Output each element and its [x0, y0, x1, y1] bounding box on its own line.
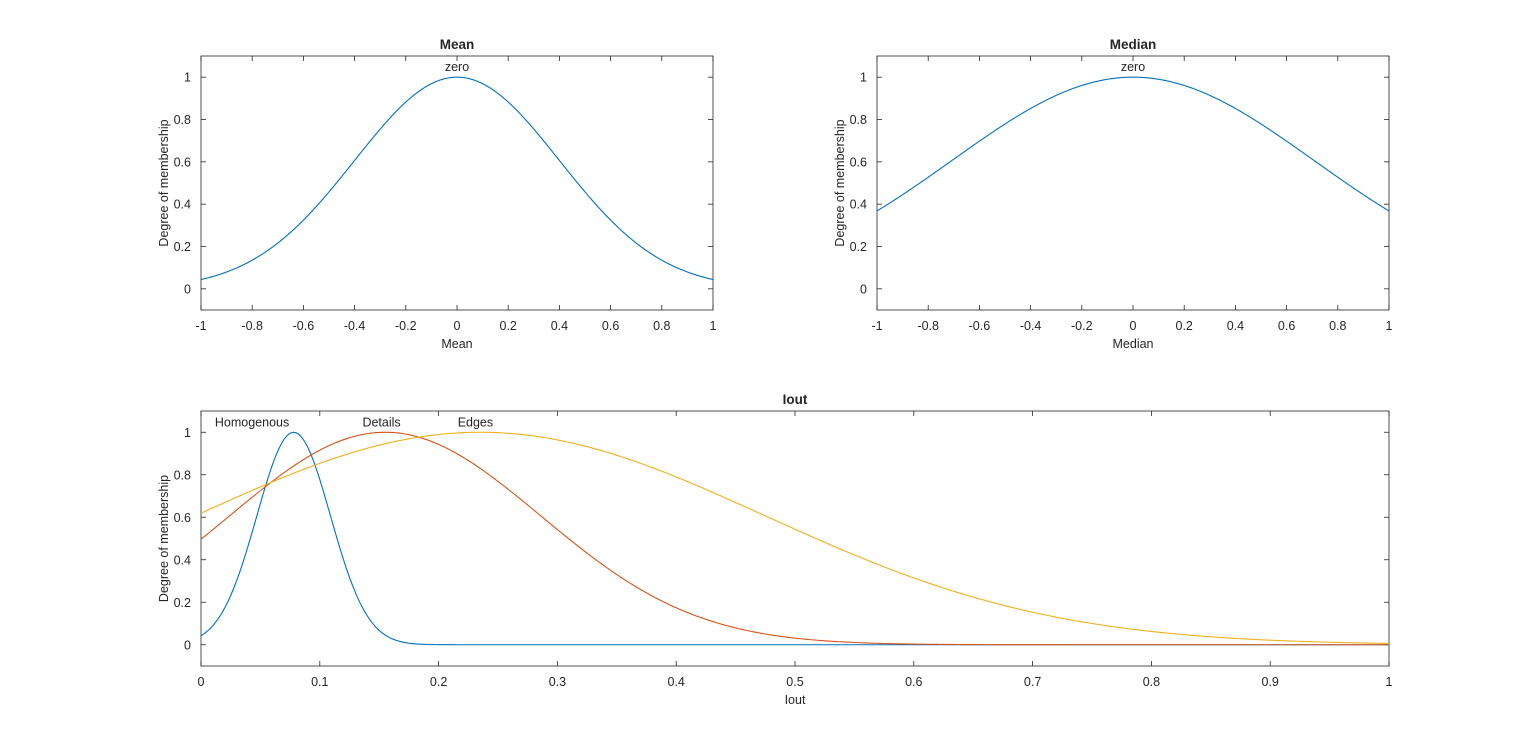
- iout-y-axis-label: Degree of membership: [157, 475, 171, 602]
- mean-x-tick-label: 0: [454, 319, 461, 333]
- iout-y-tick-label: 0.6: [174, 511, 191, 525]
- iout-plot: 0 0.1 0.2 0.3 0.4 0.5 0.6 0.7 0.8 0.9 1 0 0.2 0.4 0.6 0…: [157, 392, 1393, 707]
- iout-x-tick-label: 0.4: [668, 675, 685, 689]
- median-y-tick-label: 1: [860, 71, 867, 85]
- median-curve-zero: [876, 76, 1390, 212]
- median-y-tick-label: 0.2: [850, 240, 867, 254]
- iout-x-tick-label: 1: [1386, 675, 1393, 689]
- mean-y-tick-label: 0: [184, 282, 191, 296]
- mean-axes-box: [200, 55, 714, 311]
- mean-mf-label-zero: zero: [445, 60, 469, 74]
- mean-x-tick-label: -0.6: [293, 319, 315, 333]
- mean-x-tick-label: 0.4: [551, 319, 568, 333]
- iout-curve-details: [200, 431, 1389, 646]
- median-x-tick-label: -0.8: [917, 319, 939, 333]
- iout-y-tick-label: 0.4: [174, 553, 191, 567]
- median-x-tick-label: 0.4: [1227, 319, 1244, 333]
- median-x-tick-label: -0.2: [1071, 319, 1093, 333]
- median-plot: -1 -0.8 -0.6 -0.4 -0.2 0 0.2 0.4 0.6 0.8 1 0 0.2 0.4 0…: [833, 37, 1393, 351]
- mean-y-tick-label: 0.8: [174, 113, 191, 127]
- median-x-tick-label: 0.8: [1329, 319, 1346, 333]
- median-x-tick-label: -0.6: [969, 319, 991, 333]
- iout-x-tick-label: 0.3: [549, 675, 566, 689]
- mean-y-axis-label: Degree of membership: [157, 119, 171, 246]
- mean-x-tick-label: 1: [710, 319, 717, 333]
- mean-x-tick-label: 0.2: [500, 319, 517, 333]
- mean-y-tick-label: 1: [184, 71, 191, 85]
- mean-title: Mean: [440, 37, 475, 52]
- iout-x-tick-label: 0.7: [1024, 675, 1041, 689]
- median-x-tick-label: 0: [1130, 319, 1137, 333]
- median-y-tick-label: 0.6: [850, 155, 867, 169]
- mean-x-tick-label: 0.6: [602, 319, 619, 333]
- mean-plot: -1 -0.8 -0.6 -0.4 -0.2 0 0.2 0.4 0.6 0.8 1 0 0.2 0.4 0…: [157, 37, 717, 351]
- median-y-axis-label: Degree of membership: [833, 119, 847, 246]
- mean-x-tick-label: -1: [195, 319, 206, 333]
- iout-y-tick-label: 0.8: [174, 468, 191, 482]
- median-x-tick-label: -1: [871, 319, 882, 333]
- median-y-tick-label: 0.4: [850, 198, 867, 212]
- iout-axes-box: [200, 410, 1390, 667]
- mean-x-tick-label: -0.8: [241, 319, 263, 333]
- mean-y-tick-label: 0.2: [174, 240, 191, 254]
- iout-mf-label-details: Details: [362, 415, 400, 429]
- mean-y-tick-label: 0.6: [174, 155, 191, 169]
- mean-y-tick-label: 0.4: [174, 198, 191, 212]
- iout-y-tick-label: 0.2: [174, 596, 191, 610]
- median-x-tick-label: 0.6: [1278, 319, 1295, 333]
- iout-x-tick-label: 0.6: [905, 675, 922, 689]
- median-x-tick-label: -0.4: [1020, 319, 1042, 333]
- iout-x-tick-label: 0.8: [1143, 675, 1160, 689]
- iout-mf-label-homogenous: Homogenous: [215, 415, 289, 429]
- iout-curve-edges: [200, 431, 1390, 644]
- iout-title: Iout: [783, 392, 808, 407]
- iout-y-tick-label: 1: [184, 426, 191, 440]
- median-axes-box: [876, 55, 1390, 311]
- median-title: Median: [1110, 37, 1157, 52]
- iout-x-tick-label: 0.1: [311, 675, 328, 689]
- median-x-tick-label: 0.2: [1176, 319, 1193, 333]
- iout-x-tick-label: 0: [198, 675, 205, 689]
- mean-x-tick-label: -0.2: [395, 319, 417, 333]
- iout-mf-label-edges: Edges: [458, 415, 493, 429]
- median-y-tick-label: 0: [860, 282, 867, 296]
- median-x-tick-label: 1: [1386, 319, 1393, 333]
- mean-x-tick-label: 0.8: [653, 319, 670, 333]
- median-y-tick-label: 0.8: [850, 113, 867, 127]
- iout-x-tick-label: 0.9: [1262, 675, 1279, 689]
- median-x-axis-label: Median: [1113, 337, 1154, 351]
- median-mf-label-zero: zero: [1121, 60, 1145, 74]
- iout-x-tick-label: 0.5: [786, 675, 803, 689]
- iout-x-tick-label: 0.2: [430, 675, 447, 689]
- mean-x-tick-label: -0.4: [344, 319, 366, 333]
- mean-x-axis-label: Mean: [441, 337, 472, 351]
- iout-y-tick-label: 0: [184, 638, 191, 652]
- mean-curve-zero: [200, 76, 714, 281]
- iout-x-axis-label: Iout: [785, 693, 806, 707]
